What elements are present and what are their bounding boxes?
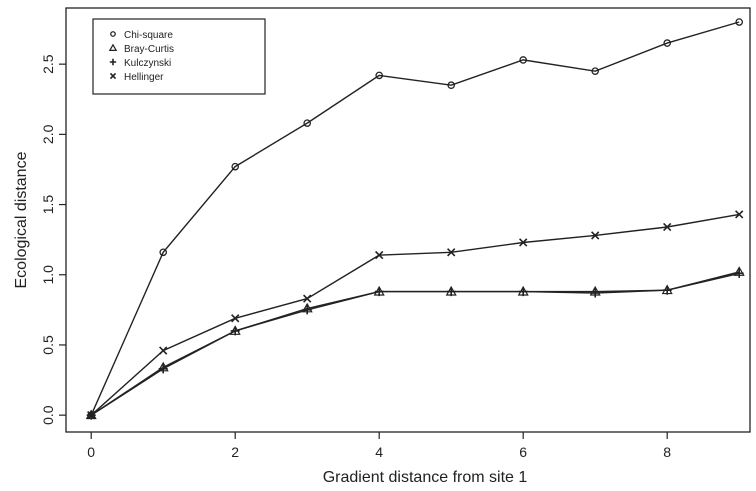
data-point-chi-square [375, 71, 384, 80]
data-point-chi-square [519, 56, 527, 64]
legend-label: Hellinger [124, 72, 164, 83]
data-point-kulczynski [302, 305, 312, 315]
series-line-kulczynski [90, 272, 740, 416]
y-tick-label: 0.0 [40, 405, 56, 425]
y-tick-label: 1.0 [40, 265, 56, 285]
legend-marker [109, 72, 117, 80]
series-line-hellinger [90, 213, 740, 416]
legend-marker [108, 43, 118, 52]
data-point-kulczynski [518, 287, 528, 297]
data-point-hellinger [735, 210, 744, 219]
legend: Chi-square Bray-Curtis Kulczynski Hellinger [92, 18, 266, 95]
y-tick-label: 2.5 [40, 54, 56, 74]
data-point-kulczynski [662, 285, 672, 295]
data-point-hellinger [87, 410, 96, 420]
x-tick-label: 2 [231, 444, 239, 460]
data-point-hellinger [303, 294, 312, 303]
y-axis-title: Ecological distance [13, 151, 30, 288]
data-point-hellinger [231, 314, 240, 323]
y-tick-label: 0.5 [40, 335, 56, 355]
data-point-hellinger [447, 248, 456, 257]
data-point-kulczynski [590, 288, 600, 298]
data-point-chi-square [591, 67, 599, 75]
plot-frame [65, 7, 751, 433]
x-tick-label: 8 [663, 444, 671, 460]
data-point-hellinger [159, 346, 168, 355]
data-point-hellinger [519, 238, 528, 247]
legend-marker [110, 31, 116, 37]
legend-label: Bray-Curtis [124, 44, 174, 55]
data-point-chi-square [231, 162, 240, 171]
data-point-chi-square [303, 119, 312, 127]
data-point-hellinger [663, 222, 672, 232]
data-point-chi-square [159, 248, 168, 257]
data-point-kulczynski [230, 326, 240, 336]
data-point-hellinger [591, 231, 600, 240]
data-point-hellinger [375, 250, 384, 260]
legend-label: Chi-square [124, 30, 173, 41]
data-point-kulczynski [158, 364, 168, 374]
x-tick-label: 6 [519, 444, 527, 460]
data-point-kulczynski [734, 268, 744, 278]
legend-label: Kulczynski [124, 58, 171, 69]
data-point-chi-square [735, 18, 743, 26]
data-point-chi-square [447, 81, 456, 90]
y-tick-label: 2.0 [40, 124, 56, 144]
y-tick-label: 1.5 [40, 195, 56, 215]
x-tick-label: 4 [375, 444, 383, 460]
legend-marker [109, 58, 117, 66]
series-line-bray-curtis [90, 271, 740, 416]
data-point-kulczynski [446, 287, 456, 297]
series-line-chi-square [90, 21, 740, 416]
data-point-kulczynski [374, 287, 384, 297]
data-point-chi-square [663, 39, 671, 47]
legend-box [92, 18, 266, 95]
x-axis-title: Gradient distance from site 1 [323, 469, 528, 486]
x-tick-label: 0 [87, 444, 95, 460]
